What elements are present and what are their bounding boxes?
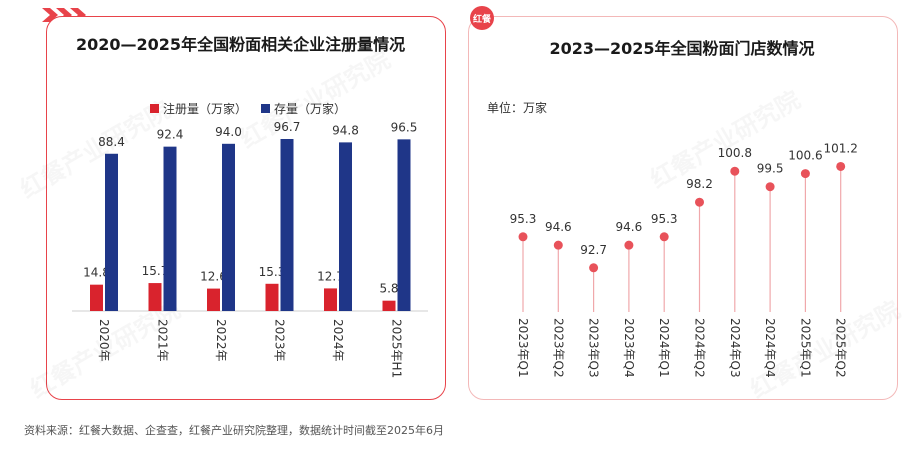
x-tick-label: 2024年Q1 [657, 318, 671, 378]
data-label: 100.8 [718, 146, 752, 160]
right-chart-panel [468, 16, 898, 400]
bar-stock [163, 146, 177, 311]
data-label: 94.6 [545, 220, 572, 234]
data-label-stock: 92.4 [157, 128, 184, 142]
x-tick-label: 2023年Q2 [551, 318, 565, 378]
data-label-registered: 5.8 [379, 282, 398, 296]
x-tick-label: 2024年 [331, 319, 345, 362]
data-label-registered: 12.6 [200, 270, 227, 284]
lollipop-point [659, 232, 669, 242]
legend-item-stock: 存量（万家） [261, 100, 346, 117]
data-label: 98.2 [686, 177, 713, 191]
data-label-stock: 96.5 [391, 120, 418, 134]
bar-stock [222, 143, 235, 311]
lollipop-point [518, 232, 528, 242]
bar-stock [397, 139, 411, 311]
lollipop-point [624, 240, 634, 250]
bar-registered [324, 288, 337, 311]
bar-stock [105, 153, 118, 311]
bar-registered [265, 283, 279, 311]
x-tick-label: 2022年 [214, 319, 228, 362]
bar-registered [207, 288, 220, 311]
lollipop-point [730, 166, 740, 176]
bar-stock [280, 139, 294, 311]
right-chart-title: 2023—2025年全国粉面门店数情况 [549, 39, 815, 58]
legend-item-registered: 注册量（万家） [150, 100, 247, 117]
x-tick-label: 2021年 [156, 319, 170, 362]
lollipop-point [589, 263, 599, 273]
x-tick-label: 2025年H1 [390, 319, 404, 378]
data-label-stock: 94.8 [332, 123, 359, 137]
lollipop-point [800, 169, 810, 179]
data-label-registered: 15.3 [259, 265, 286, 279]
legend-swatch-registered [150, 104, 159, 113]
x-tick-label: 2024年Q4 [763, 318, 777, 378]
data-label: 100.6 [788, 149, 822, 163]
data-label: 92.7 [580, 243, 607, 257]
bar-registered [90, 284, 103, 311]
data-label: 95.3 [651, 212, 678, 226]
data-label: 94.6 [616, 220, 643, 234]
x-tick-label: 2023年Q3 [587, 318, 601, 378]
data-label-stock: 88.4 [98, 135, 125, 149]
left-chart-title: 2020—2025年全国粉面相关企业注册量情况 [76, 35, 406, 54]
data-label: 101.2 [824, 141, 858, 155]
x-tick-label: 2025年Q1 [798, 318, 812, 378]
data-label-registered: 12.7 [317, 269, 344, 283]
x-tick-label: 2024年Q2 [693, 318, 707, 378]
x-tick-label: 2023年Q1 [516, 318, 530, 378]
lollipop-point [836, 161, 846, 171]
brand-badge-icon: 红餐 [470, 6, 494, 30]
data-label-stock: 94.0 [215, 125, 242, 139]
x-tick-label: 2020年 [97, 319, 111, 362]
data-label: 95.3 [510, 212, 537, 226]
data-label: 99.5 [757, 162, 784, 176]
x-tick-label: 2024年Q3 [728, 318, 742, 378]
bar-registered [148, 283, 162, 311]
data-label-registered: 14.8 [83, 266, 110, 280]
x-tick-label: 2023年 [273, 319, 287, 362]
bar-registered [382, 300, 396, 311]
legend: 注册量（万家） 存量（万家） [150, 100, 346, 117]
data-label-stock: 96.7 [274, 120, 301, 134]
lollipop-point [553, 240, 563, 250]
source-note: 资料来源：红餐大数据、企查查，红餐产业研究院整理，数据统计时间截至2025年6月 [24, 424, 444, 437]
legend-label-stock: 存量（万家） [274, 102, 347, 116]
bar-stock [339, 142, 352, 311]
lollipop-point [765, 182, 775, 192]
legend-swatch-stock [261, 104, 271, 113]
legend-label-registered: 注册量（万家） [163, 102, 248, 116]
x-tick-label: 2025年Q2 [834, 318, 848, 378]
unit-label: 单位：万家 [487, 101, 548, 115]
x-tick-label: 2023年Q4 [622, 318, 636, 378]
data-label-registered: 15.7 [142, 264, 169, 278]
lollipop-point [695, 197, 704, 207]
